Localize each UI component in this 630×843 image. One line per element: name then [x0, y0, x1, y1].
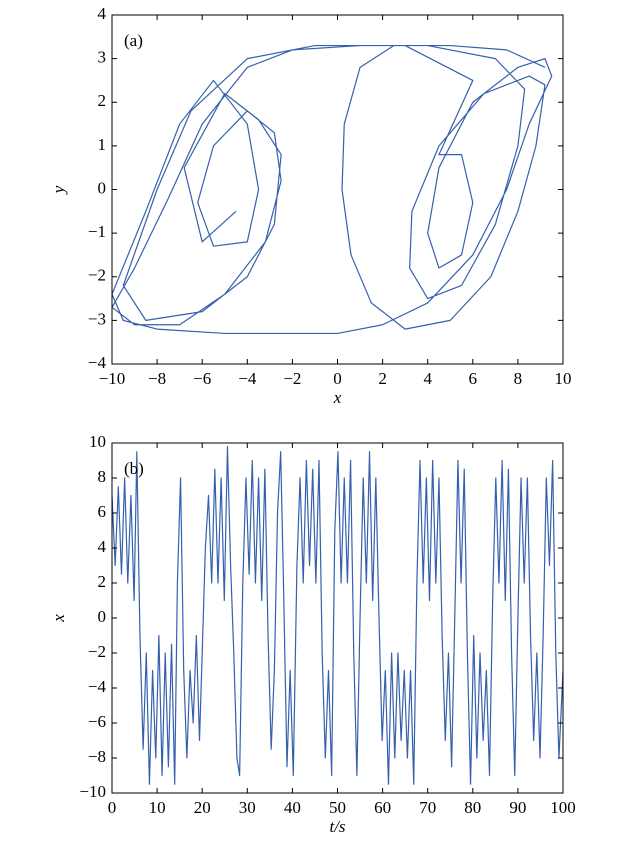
- y-tick-label: 1: [98, 135, 107, 154]
- y-tick-label: 10: [89, 432, 106, 451]
- y-tick-label: 6: [98, 502, 107, 521]
- x-tick-label: 0: [108, 798, 117, 817]
- y-tick-label: −2: [88, 642, 106, 661]
- y-tick-label: −8: [88, 747, 106, 766]
- x-tick-label: 20: [194, 798, 211, 817]
- y-tick-label: 8: [98, 467, 107, 486]
- x-tick-label: −8: [148, 369, 166, 388]
- y-tick-label: 0: [98, 607, 107, 626]
- x-tick-label: 70: [419, 798, 436, 817]
- x-tick-label: 6: [469, 369, 478, 388]
- x-tick-label: 90: [509, 798, 526, 817]
- y-tick-label: −6: [88, 712, 106, 731]
- plot-frame: [111, 14, 564, 365]
- y-tick-label: −2: [88, 266, 106, 285]
- x-tick-label: 10: [149, 798, 166, 817]
- x-tick-label: 100: [550, 798, 576, 817]
- y-tick-label: 3: [98, 48, 107, 67]
- x-tick-label: 60: [374, 798, 391, 817]
- x-axis-label: x: [333, 388, 342, 407]
- x-tick-label: −2: [283, 369, 301, 388]
- y-axis-label: x: [49, 614, 68, 623]
- panel-label: (a): [124, 31, 143, 50]
- x-tick-label: 50: [329, 798, 346, 817]
- panel-label: (b): [124, 459, 144, 478]
- y-tick-label: 4: [98, 4, 107, 23]
- y-tick-label: 2: [98, 572, 107, 591]
- x-tick-label: 40: [284, 798, 301, 817]
- y-tick-label: −4: [88, 353, 107, 372]
- x-tick-label: 10: [555, 369, 572, 388]
- x-tick-label: −4: [238, 369, 257, 388]
- x-tick-label: 4: [423, 369, 432, 388]
- y-tick-label: −3: [88, 309, 106, 328]
- x-tick-label: −6: [193, 369, 211, 388]
- y-tick-label: −4: [88, 677, 107, 696]
- x-tick-label: 2: [378, 369, 387, 388]
- x-axis-label: t/s: [329, 817, 345, 836]
- x-tick-label: −10: [99, 369, 126, 388]
- y-tick-label: 0: [98, 178, 107, 197]
- data-line: [112, 445, 563, 785]
- y-tick-label: 2: [98, 91, 107, 110]
- x-tick-label: 8: [514, 369, 523, 388]
- x-tick-label: 80: [464, 798, 481, 817]
- y-tick-label: −10: [79, 782, 106, 801]
- x-tick-label: 0: [333, 369, 342, 388]
- y-axis-label: y: [49, 185, 68, 195]
- x-tick-label: 30: [239, 798, 256, 817]
- data-line: [112, 44, 553, 335]
- y-tick-label: −1: [88, 222, 106, 241]
- y-tick-label: 4: [98, 537, 107, 556]
